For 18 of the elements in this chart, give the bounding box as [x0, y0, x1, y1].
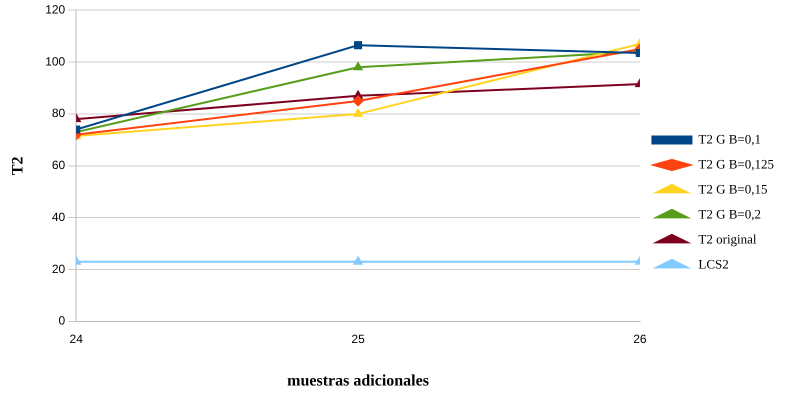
legend-label: T2 original	[698, 231, 757, 246]
y-tick-label: 120	[45, 2, 66, 17]
x-tick-label: 25	[351, 332, 366, 346]
x-tick-label: 26	[633, 332, 647, 346]
legend-label: T2 G B=0,1	[698, 131, 762, 146]
x-axis-title: muestras adicionales	[287, 372, 429, 390]
y-tick-label: 0	[58, 314, 66, 328]
legend-label: LCS2	[698, 256, 729, 272]
y-tick-label: 40	[52, 210, 66, 224]
legend-label: T2 G B=0,2	[698, 206, 762, 222]
legend-label: T2 G B=0,15	[698, 181, 768, 196]
y-tick-label: 100	[45, 54, 66, 68]
x-tick-label: 24	[70, 332, 84, 346]
y-tick-label: 80	[52, 106, 66, 120]
legend-label: T2 G B=0,125	[698, 156, 774, 172]
y-tick-label: 60	[52, 158, 66, 172]
y-axis-title: T2	[10, 156, 27, 176]
y-tick-label: 20	[52, 262, 66, 276]
